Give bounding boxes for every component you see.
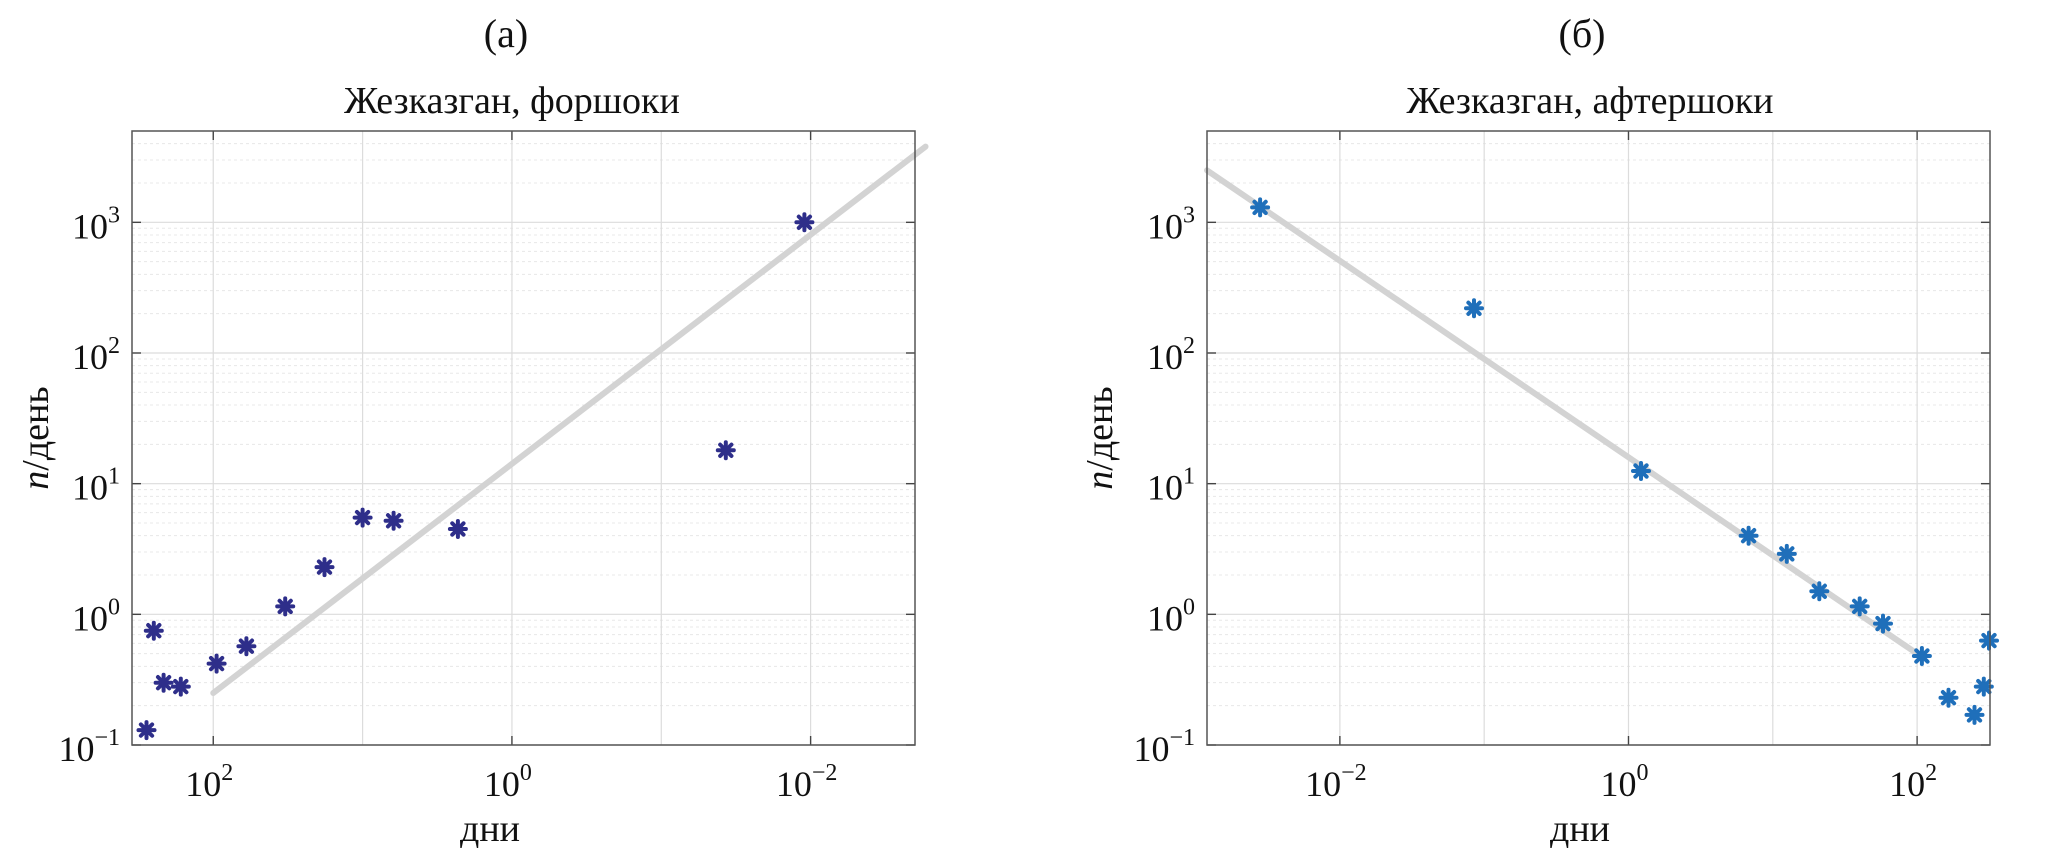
data-point xyxy=(1979,630,1999,651)
y-tick-label: 100 xyxy=(1147,594,1195,638)
fit-line-a xyxy=(210,143,929,697)
data-point xyxy=(1911,646,1932,666)
x-tick-label: 10−2 xyxy=(776,760,838,804)
y-tick-label: 10−1 xyxy=(58,725,120,769)
data-point xyxy=(1973,676,1994,697)
chart-title-a: Жезказган, форшоки xyxy=(344,80,680,122)
y-tick-label: 101 xyxy=(1147,464,1195,508)
y-tick-label: 10−1 xyxy=(1133,725,1195,769)
data-point xyxy=(275,596,296,617)
chart-title-b: Жезказган, афтершоки xyxy=(1406,80,1773,122)
plot-frame-a xyxy=(131,130,916,746)
y-tick-label: 103 xyxy=(72,202,120,246)
y-tick-label: 101 xyxy=(72,464,120,508)
fit-line xyxy=(210,143,929,697)
data-point xyxy=(143,620,164,641)
data-point xyxy=(170,676,191,697)
data-point xyxy=(1809,581,1830,602)
y-tick-label: 103 xyxy=(1147,202,1195,246)
x-tick-label: 100 xyxy=(484,760,532,804)
data-point xyxy=(1464,298,1484,319)
data-point xyxy=(447,519,468,539)
fit-line xyxy=(1204,167,1921,657)
data-point xyxy=(1738,525,1759,546)
data-point xyxy=(715,440,736,461)
x-tick-label: 10−2 xyxy=(1305,760,1367,804)
chart-panel-a: (а) Жезказган, форшоки 10−11001011021031… xyxy=(15,11,929,848)
x-tick-label: 100 xyxy=(1600,760,1648,804)
data-points-a xyxy=(136,212,815,741)
panel-label-a: (а) xyxy=(484,11,528,56)
data-point xyxy=(1250,197,1271,218)
data-point xyxy=(352,507,373,528)
y-axis-label-a: n/день xyxy=(15,386,57,489)
data-point xyxy=(1964,704,1985,725)
data-point xyxy=(206,653,227,674)
data-point xyxy=(794,212,815,233)
plot-frame-b xyxy=(1206,130,1991,746)
x-axis-label-b: дни xyxy=(1550,808,1610,848)
data-point xyxy=(1849,596,1870,617)
tick-labels-b: 10−1 100 101 102 103 10−2 100 102 xyxy=(1133,131,1990,804)
fit-line-b xyxy=(1204,167,1921,657)
data-point xyxy=(1938,687,1959,708)
x-tick-label: 102 xyxy=(185,760,233,804)
y-tick-label: 102 xyxy=(1147,333,1195,377)
tick-labels-a: 10−1 100 101 102 103 102 100 10−2 xyxy=(58,131,915,804)
x-tick-label: 102 xyxy=(1889,760,1937,804)
data-point xyxy=(1631,461,1651,481)
x-axis-label-a: дни xyxy=(460,808,520,848)
data-point xyxy=(1776,543,1797,564)
grid-a xyxy=(132,130,915,746)
data-point xyxy=(314,557,335,578)
data-point xyxy=(136,720,157,741)
panel-label-b: (б) xyxy=(1559,11,1606,56)
data-point xyxy=(383,510,404,531)
data-points-b xyxy=(1250,197,1999,725)
chart-panel-b: (б) Жезказган, афтершоки 10−110010110210… xyxy=(1079,11,1999,848)
data-point xyxy=(153,672,174,693)
data-point xyxy=(1873,613,1893,634)
grid-b xyxy=(1207,130,1990,746)
data-point xyxy=(236,636,257,657)
y-tick-label: 100 xyxy=(72,594,120,638)
y-tick-label: 102 xyxy=(72,333,120,377)
y-axis-label-b: n/день xyxy=(1079,386,1121,489)
